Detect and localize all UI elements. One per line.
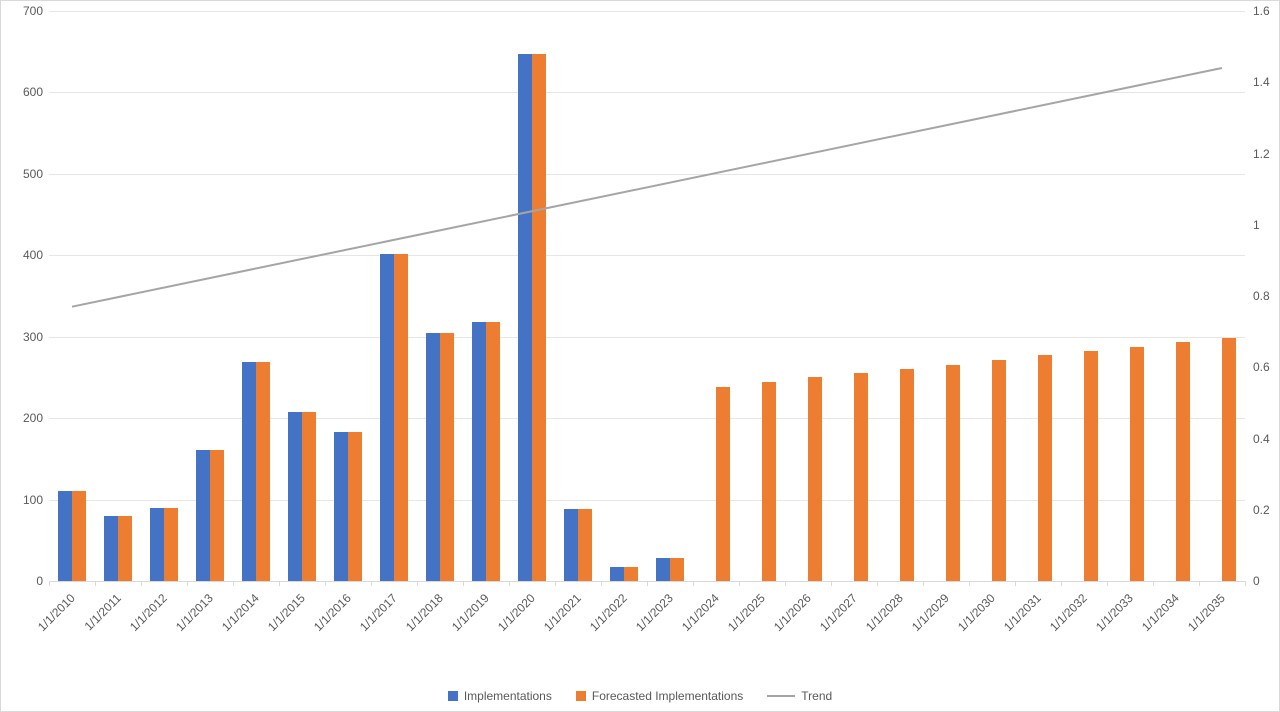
- y-left-tick-label: 200: [9, 411, 43, 425]
- y-right-tick-label: 1.6: [1253, 4, 1270, 18]
- x-tick-label: 1/1/2017: [357, 591, 400, 634]
- x-tick: [233, 581, 234, 586]
- trend-line: [49, 11, 1245, 581]
- x-tick-label: 1/1/2016: [311, 591, 354, 634]
- x-tick-label: 1/1/2018: [403, 591, 446, 634]
- y-right-tick-label: 1.4: [1253, 75, 1270, 89]
- x-tick: [785, 581, 786, 586]
- x-tick: [923, 581, 924, 586]
- x-tick: [831, 581, 832, 586]
- y-right-tick-label: 1.2: [1253, 147, 1270, 161]
- x-tick-label: 1/1/2011: [82, 591, 124, 633]
- y-left-tick-label: 0: [9, 574, 43, 588]
- legend-box-swatch: [576, 691, 586, 701]
- x-tick: [1015, 581, 1016, 586]
- legend-item: Trend: [767, 689, 832, 703]
- x-tick: [647, 581, 648, 586]
- x-tick: [141, 581, 142, 586]
- y-left-tick-label: 700: [9, 4, 43, 18]
- legend-item: Implementations: [448, 689, 552, 703]
- x-tick-label: 1/1/2020: [495, 591, 538, 634]
- x-tick: [417, 581, 418, 586]
- x-tick: [463, 581, 464, 586]
- legend-box-swatch: [448, 691, 458, 701]
- legend-item: Forecasted Implementations: [576, 689, 743, 703]
- x-tick-label: 1/1/2027: [817, 591, 860, 634]
- x-tick: [1107, 581, 1108, 586]
- legend-label: Trend: [801, 689, 832, 703]
- x-tick: [1245, 581, 1246, 586]
- x-tick-label: 1/1/2032: [1047, 591, 1090, 634]
- y-left-tick-label: 100: [9, 493, 43, 507]
- legend: Implementations Forecasted Implementation…: [1, 689, 1279, 703]
- x-tick-label: 1/1/2024: [679, 591, 722, 634]
- x-tick: [325, 581, 326, 586]
- y-left-tick-label: 500: [9, 167, 43, 181]
- x-tick-label: 1/1/2015: [265, 591, 308, 634]
- y-left-tick-label: 400: [9, 248, 43, 262]
- x-tick-label: 1/1/2026: [771, 591, 814, 634]
- x-tick: [1153, 581, 1154, 586]
- x-tick: [509, 581, 510, 586]
- x-tick: [187, 581, 188, 586]
- x-tick: [969, 581, 970, 586]
- legend-line-swatch: [767, 695, 795, 697]
- x-tick: [371, 581, 372, 586]
- x-tick-label: 1/1/2030: [955, 591, 998, 634]
- x-tick-label: 1/1/2031: [1001, 591, 1044, 634]
- x-tick: [279, 581, 280, 586]
- y-left-tick-label: 600: [9, 85, 43, 99]
- legend-label: Implementations: [464, 689, 552, 703]
- y-right-tick-label: 0.4: [1253, 432, 1270, 446]
- legend-label: Forecasted Implementations: [592, 689, 743, 703]
- x-tick-label: 1/1/2013: [173, 591, 216, 634]
- chart-container: 0 100 200 300 400 500 600 700 0 0.2 0.4 0.6 0.8 1 1.2 1…: [0, 0, 1280, 712]
- x-tick: [1061, 581, 1062, 586]
- x-tick-label: 1/1/2012: [127, 591, 170, 634]
- x-tick: [877, 581, 878, 586]
- x-tick-label: 1/1/2010: [35, 591, 78, 634]
- x-tick-label: 1/1/2028: [863, 591, 906, 634]
- x-tick-label: 1/1/2021: [541, 591, 584, 634]
- x-tick: [693, 581, 694, 586]
- x-tick-label: 1/1/2034: [1139, 591, 1182, 634]
- y-right-tick-label: 0.6: [1253, 360, 1270, 374]
- x-tick: [739, 581, 740, 586]
- x-tick: [555, 581, 556, 586]
- x-tick-label: 1/1/2022: [587, 591, 630, 634]
- plot-area: 010020030040050060070000.20.40.60.811.21…: [49, 11, 1245, 581]
- y-right-tick-label: 0.2: [1253, 503, 1270, 517]
- x-tick-label: 1/1/2023: [633, 591, 676, 634]
- x-tick-label: 1/1/2019: [449, 591, 492, 634]
- y-right-tick-label: 0: [1253, 574, 1260, 588]
- x-tick: [95, 581, 96, 586]
- x-tick-label: 1/1/2029: [909, 591, 952, 634]
- x-tick: [1199, 581, 1200, 586]
- x-tick: [49, 581, 50, 586]
- x-tick-label: 1/1/2025: [725, 591, 768, 634]
- y-right-tick-label: 1: [1253, 218, 1260, 232]
- x-tick-label: 1/1/2035: [1185, 591, 1228, 634]
- x-tick: [601, 581, 602, 586]
- y-left-tick-label: 300: [9, 330, 43, 344]
- x-tick-label: 1/1/2014: [219, 591, 262, 634]
- x-tick-label: 1/1/2033: [1093, 591, 1136, 634]
- y-right-tick-label: 0.8: [1253, 289, 1270, 303]
